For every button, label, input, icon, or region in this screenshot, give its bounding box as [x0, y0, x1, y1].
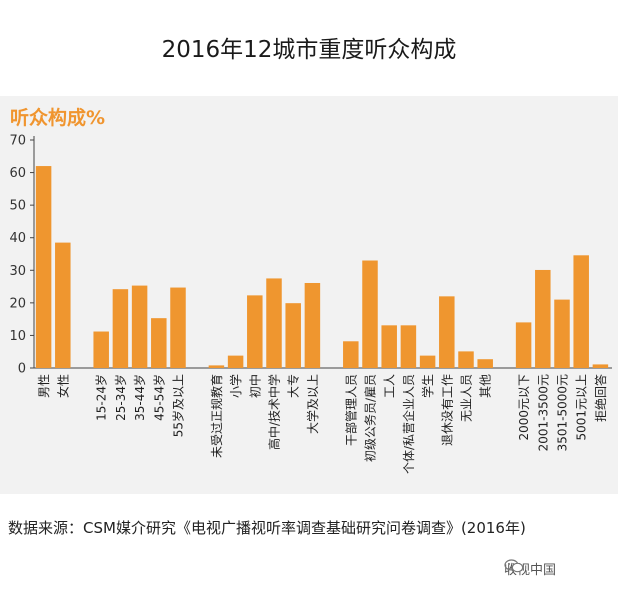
bar	[343, 341, 359, 368]
bar	[208, 365, 225, 368]
bar	[304, 282, 321, 368]
bar	[535, 269, 551, 368]
bar	[112, 289, 129, 368]
bar	[439, 296, 455, 368]
x-tick-label: 5001元以上	[575, 374, 589, 441]
x-tick-label: 15-24岁	[94, 374, 109, 421]
bar	[573, 255, 589, 368]
x-tick-label: 小学	[228, 374, 243, 398]
bar	[477, 359, 493, 368]
chart-title: 2016年12城市重度听众构成	[161, 37, 457, 63]
bar	[35, 166, 52, 368]
x-tick-label: 干部管理人员	[343, 374, 358, 446]
bar	[362, 260, 378, 368]
y-tick-label: 60	[9, 166, 26, 181]
x-tick-label: 高中/技术中学	[267, 374, 282, 450]
bar	[55, 242, 71, 368]
x-tick-label: 个体/私营企业人员	[401, 374, 416, 474]
bar	[554, 299, 570, 368]
bar	[458, 351, 474, 368]
bar	[247, 295, 263, 368]
x-tick-label: 初级公务员/雇员	[363, 374, 378, 462]
y-tick-label: 40	[9, 231, 26, 246]
x-tick-label: 女性	[55, 374, 70, 398]
y-tick-label: 0	[18, 362, 26, 377]
bar	[592, 364, 609, 368]
x-tick-label: 其他	[479, 374, 493, 398]
x-tick-label: 2000元以下	[517, 374, 531, 441]
bar	[131, 285, 148, 368]
x-tick-label: 3501-5000元	[556, 374, 570, 451]
x-tick-label: 2001-3500元	[536, 374, 550, 451]
y-tick-label: 50	[9, 199, 26, 214]
bar	[266, 278, 282, 368]
y-tick-label: 20	[9, 296, 26, 311]
bar	[381, 325, 397, 368]
wechat-icon	[504, 559, 524, 573]
x-tick-label: 工人	[383, 374, 397, 398]
y-tick-label: 30	[9, 264, 26, 279]
y-tick-label: 10	[9, 329, 26, 344]
bar	[93, 331, 109, 368]
x-tick-label: 55岁及以上	[171, 374, 186, 437]
bar	[419, 355, 436, 368]
brand-watermark: 收视中国	[504, 559, 556, 578]
source-note: 数据来源：CSM媒介研究《电视广播视听率调查基础研究问卷调查》(2016年)	[8, 519, 526, 537]
x-tick-label: 35-44岁	[132, 374, 147, 421]
x-tick-label: 未受过正规教育	[209, 374, 224, 458]
x-tick-label: 学生	[420, 374, 435, 398]
x-tick-label: 拒绝回答	[593, 374, 608, 422]
bar	[151, 318, 167, 368]
chart-subtitle: 听众构成%	[10, 107, 106, 129]
x-tick-label: 男性	[37, 374, 51, 398]
bar	[515, 322, 532, 368]
bar	[227, 355, 244, 368]
bar	[170, 287, 186, 368]
bar	[285, 303, 301, 368]
y-tick-label: 70	[9, 134, 26, 149]
x-tick-label: 大学及以上	[305, 374, 320, 434]
x-tick-label: 大专	[286, 374, 301, 398]
x-tick-label: 初中	[247, 374, 262, 398]
x-tick-label: 45-54岁	[151, 374, 166, 421]
bar	[400, 325, 417, 368]
x-tick-label: 无业人员	[460, 374, 474, 422]
x-tick-label: 退休没有工作	[439, 374, 454, 446]
x-tick-label: 25-34岁	[113, 374, 128, 421]
